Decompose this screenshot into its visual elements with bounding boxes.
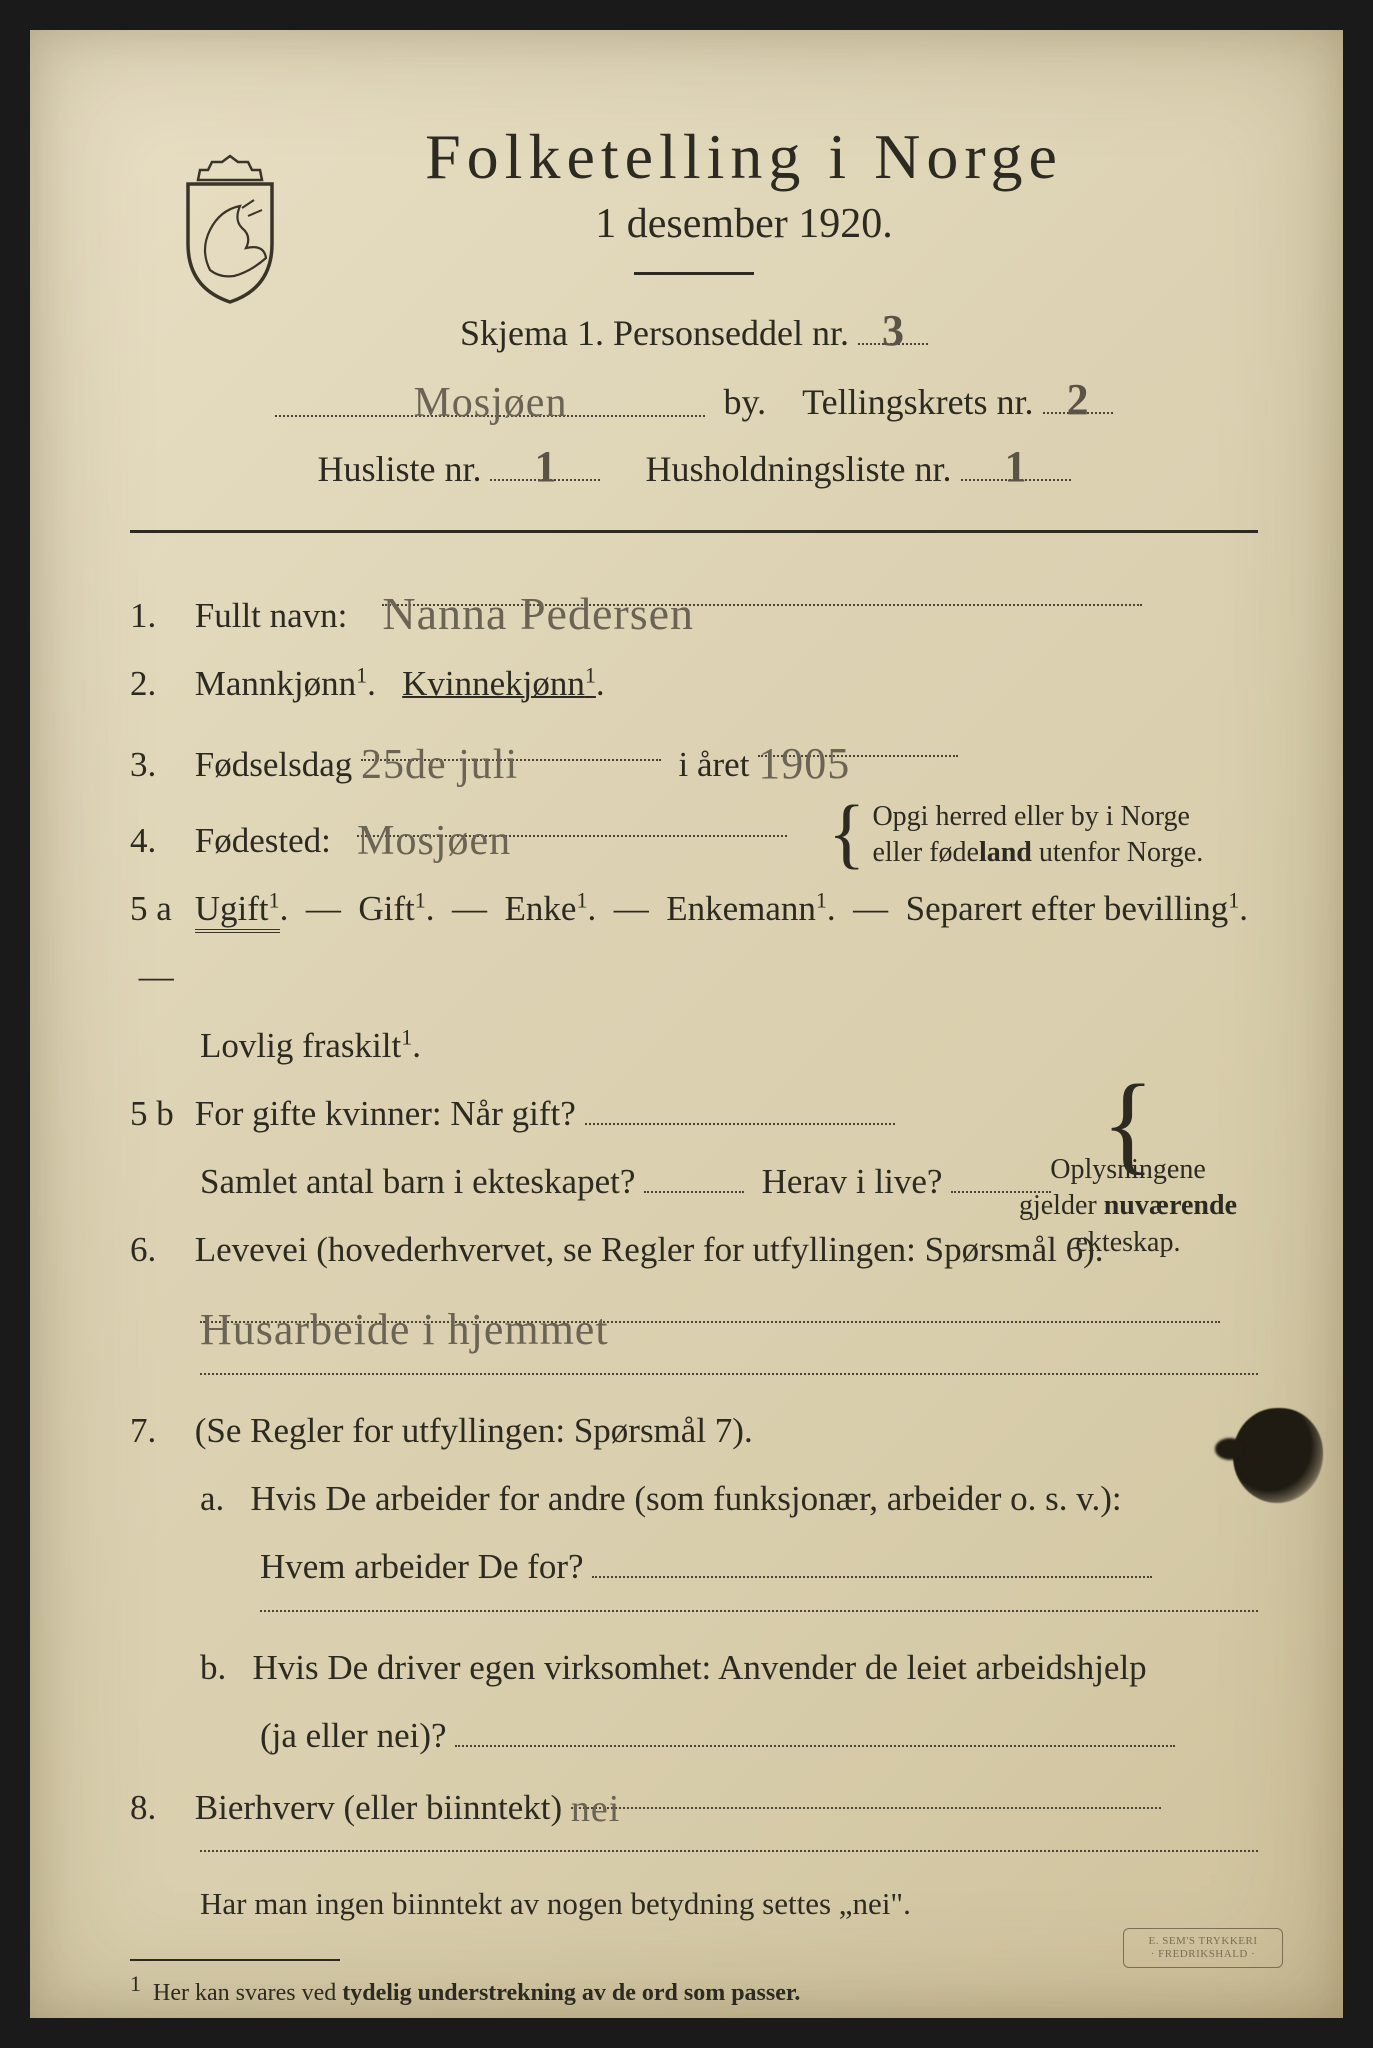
q5a-opt-1: Gift1. xyxy=(358,889,434,928)
q7a-line1: Hvis De arbeider for andre (som funksjon… xyxy=(251,1479,1122,1518)
husholdningsliste-nr-value: 1 xyxy=(1005,442,1027,491)
page-title: Folketelling i Norge xyxy=(230,120,1258,194)
q3-year-label: i året xyxy=(679,745,750,784)
printer-stamp: E. SEM'S TRYKKERI · FREDRIKSHALD · xyxy=(1123,1928,1283,1968)
q1-num: 1. xyxy=(130,582,186,650)
q2: 2. Mannkjønn1. Kvinnekjønn1. xyxy=(130,650,1258,718)
q7b-num: b. xyxy=(200,1648,226,1687)
q4-note: { Opgi herred eller by i Norge eller fød… xyxy=(828,799,1258,872)
q7b-line2: (ja eller nei)? xyxy=(260,1716,447,1755)
q7-num: 7. xyxy=(130,1397,186,1465)
form-header: Folketelling i Norge 1 desember 1920. Sk… xyxy=(130,120,1258,490)
q8-num: 8. xyxy=(130,1774,186,1842)
q3-year-value: 1905 xyxy=(758,739,850,788)
q4-value: Mosjøen xyxy=(357,818,511,864)
page-subtitle: 1 desember 1920. xyxy=(230,200,1258,248)
q2-num: 2. xyxy=(130,650,186,718)
q8-blank-line xyxy=(200,1850,1258,1852)
title-separator xyxy=(634,272,754,275)
q6-blank-line xyxy=(200,1373,1258,1375)
q7a-line2: Hvem arbeider De for? xyxy=(260,1547,584,1586)
q1-value: Nanna Pedersen xyxy=(382,588,694,639)
q6-value: Husarbeide i hjemmet xyxy=(200,1305,609,1354)
q5a-num: 5 a xyxy=(130,875,186,943)
q3-day-value: 25de juli xyxy=(361,742,518,788)
q5b-line2b-label: Herav i live? xyxy=(762,1162,943,1201)
q7: 7. (Se Regler for utfyllingen: Spørsmål … xyxy=(130,1397,1258,1602)
by-label: by. xyxy=(723,382,766,422)
husliste-nr-value: 1 xyxy=(534,442,556,491)
q7a-num: a. xyxy=(200,1479,224,1518)
q3: 3. Fødselsdag 25de juli i året 1905 xyxy=(130,719,1258,799)
q8-label: Bierhverv (eller biinntekt) xyxy=(195,1788,562,1827)
personseddel-nr-value: 3 xyxy=(882,306,904,355)
q4: 4. Fødested: Mosjøen { Opgi herred eller… xyxy=(130,799,1258,875)
q7-label: (Se Regler for utfyllingen: Spørsmål 7). xyxy=(195,1411,753,1450)
q5a-opt-4: Separert efter bevilling1. xyxy=(906,889,1248,928)
q1: 1. Fullt navn: Nanna Pedersen xyxy=(130,567,1258,650)
q6-num: 6. xyxy=(130,1216,186,1284)
q4-label: Fødested: xyxy=(195,821,331,860)
q8-value: nei xyxy=(571,1788,620,1830)
q5b-line1-label: For gifte kvinner: Når gift? xyxy=(195,1094,576,1133)
q3-label: Fødselsdag xyxy=(195,745,353,784)
skjema-label: Skjema 1. Personseddel nr. xyxy=(460,313,849,353)
footnote: 1 Her kan svares ved tydelig understrekn… xyxy=(130,1959,1258,2007)
footnote-marker: 1 xyxy=(130,1971,141,1996)
q5b: 5 b For gifte kvinner: Når gift? Samlet … xyxy=(130,1080,1258,1217)
footnote-text-b: tydelig understrekning av de ord som pas… xyxy=(342,1980,800,2006)
q2-female-selected: Kvinnekjønn1 xyxy=(402,664,596,703)
q5b-line2-label: Samlet antal barn i ekteskapet? xyxy=(200,1162,635,1201)
q6-label: Levevei (hovederhvervet, se Regler for u… xyxy=(195,1230,1104,1269)
q5a-opt-2: Enke1. xyxy=(505,889,597,928)
tellingskrets-label: Tellingskrets nr. xyxy=(802,382,1033,422)
by-value: Mosjøen xyxy=(413,380,567,426)
header-rule xyxy=(130,530,1258,533)
q5a-opt-0: Ugift1 xyxy=(195,889,280,933)
husliste-line: Husliste nr. 1 Husholdningsliste nr. 1 xyxy=(130,441,1258,490)
tellingskrets-nr-value: 2 xyxy=(1067,375,1089,424)
q1-label: Fullt navn: xyxy=(195,596,348,635)
q5a-opt-5: Lovlig fraskilt1. xyxy=(130,1012,1258,1080)
q3-num: 3. xyxy=(130,731,186,799)
footnote-text-a: Her kan svares ved xyxy=(153,1980,342,2006)
husliste-label: Husliste nr. xyxy=(317,449,481,489)
q6: 6. Levevei (hovederhvervet, se Regler fo… xyxy=(130,1216,1258,1365)
skjema-line: Skjema 1. Personseddel nr. 3 xyxy=(130,305,1258,354)
q7b: b. Hvis De driver egen virksomhet: Anven… xyxy=(130,1634,1258,1771)
q8-note: Har man ingen biinntekt av nogen betydni… xyxy=(130,1874,1258,1934)
q5b-num: 5 b xyxy=(130,1080,186,1148)
q5a: 5 a Ugift1. — Gift1. — Enke1. — Enkemann… xyxy=(130,875,1258,1080)
by-line: Mosjøen by. Tellingskrets nr. 2 xyxy=(130,374,1258,423)
q7b-line1: Hvis De driver egen virksomhet: Anvender… xyxy=(253,1648,1147,1687)
q5a-opt-3: Enkemann1. xyxy=(666,889,835,928)
ink-blot xyxy=(1233,1408,1323,1503)
husholdningsliste-label: Husholdningsliste nr. xyxy=(645,449,951,489)
q7a-blank-line xyxy=(260,1610,1258,1612)
q8: 8. Bierhverv (eller biinntekt) nei xyxy=(130,1770,1258,1842)
q2-male: Mannkjønn1. xyxy=(195,664,376,703)
census-form-page: Folketelling i Norge 1 desember 1920. Sk… xyxy=(30,30,1343,2018)
coat-of-arms-icon xyxy=(170,150,290,310)
q4-num: 4. xyxy=(130,807,186,875)
